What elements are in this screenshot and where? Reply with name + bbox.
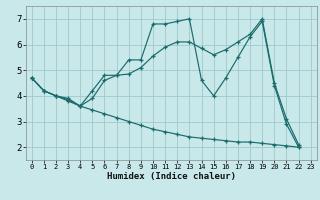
X-axis label: Humidex (Indice chaleur): Humidex (Indice chaleur) xyxy=(107,172,236,181)
